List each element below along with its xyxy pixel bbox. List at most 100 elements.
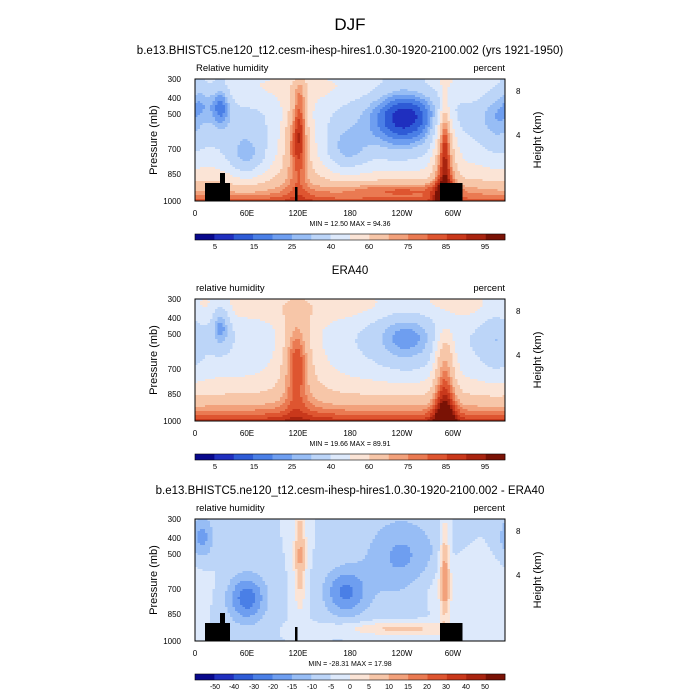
field-cell [287,103,291,106]
field-cell [480,131,483,134]
field-cell [380,93,383,96]
field-cell [362,129,366,132]
field-cell [415,127,418,130]
field-cell [237,91,241,94]
field-cell [220,99,223,102]
field-cell [202,129,206,132]
field-cell [385,103,388,106]
field-cell [465,95,468,98]
field-cell [197,131,201,134]
field-cell [402,103,406,106]
field-cell [202,97,206,100]
field-cell [297,127,301,130]
field-cell [385,81,388,84]
field-cell [367,87,371,90]
field-cell [195,105,198,108]
field-cell [277,111,281,114]
field-cell [307,105,311,108]
field-cell [440,97,443,100]
field-cell [245,121,248,124]
field-cell [277,115,281,118]
field-cell [320,79,323,82]
field-cell [212,101,216,104]
field-cell [477,95,481,98]
field-cell [237,115,241,118]
field-cell [215,135,218,138]
field-cell [415,123,418,126]
field-cell [310,91,313,94]
field-cell [240,99,243,102]
field-cell [247,135,251,138]
field-cell [490,87,493,90]
field-cell [302,93,306,96]
field-cell [305,129,308,132]
field-cell [280,103,283,106]
field-cell [385,123,388,126]
field-cell [405,121,408,124]
field-cell [462,119,466,122]
field-cell [397,93,401,96]
field-cell [410,111,413,114]
field-cell [437,83,441,86]
field-cell [407,123,411,126]
field-cell [252,99,256,102]
field-cell [482,107,486,110]
field-cell [472,113,476,116]
field-cell [447,89,451,92]
field-cell [340,97,343,100]
field-cell [492,115,496,118]
field-cell [305,115,308,118]
field-cell [317,103,321,106]
field-cell [270,125,273,128]
field-cell [320,129,323,132]
field-cell [445,117,448,120]
field-cell [380,89,383,92]
field-cell [465,97,468,100]
field-cell [202,123,206,126]
field-cell [442,85,446,88]
field-cell [390,99,393,102]
field-cell [282,129,286,132]
field-cell [292,107,296,110]
field-cell [410,95,413,98]
field-cell [235,135,238,138]
field-cell [282,123,286,126]
field-cell [450,85,453,88]
field-cell [335,95,338,98]
field-cell [472,97,476,100]
field-cell [502,87,506,90]
field-cell [292,101,296,104]
field-cell [445,85,448,88]
field-cell [337,129,341,132]
field-cell [337,99,341,102]
field-cell [470,121,473,124]
field-cell [357,117,361,120]
field-cell [265,89,268,92]
field-cell [450,103,453,106]
field-cell [372,105,376,108]
field-cell [472,111,476,114]
field-cell [202,125,206,128]
field-cell [292,83,296,86]
field-cell [355,107,358,110]
field-cell [290,85,293,88]
field-cell [292,115,296,118]
field-cell [247,113,251,116]
field-cell [472,123,476,126]
field-cell [470,117,473,120]
field-cell [452,111,456,114]
field-cell [500,95,503,98]
field-cell [227,101,231,104]
field-cell [287,113,291,116]
field-cell [200,83,203,86]
field-cell [472,127,476,130]
field-cell [440,79,443,82]
field-cell [260,131,263,134]
field-cell [347,81,351,84]
field-cell [415,87,418,90]
field-cell [202,87,206,90]
field-cell [230,95,233,98]
field-cell [215,93,218,96]
field-cell [257,113,261,116]
field-cell [210,93,213,96]
